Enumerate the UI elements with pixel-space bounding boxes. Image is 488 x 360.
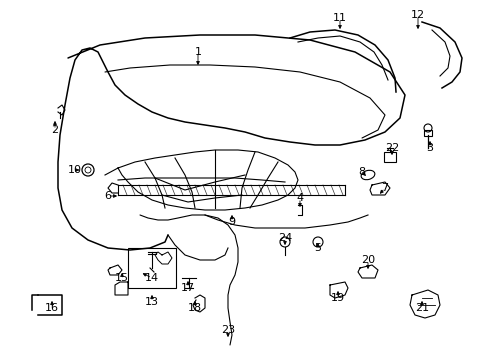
Text: 2: 2	[51, 125, 59, 135]
Text: 4: 4	[296, 193, 303, 203]
Text: 7: 7	[381, 183, 388, 193]
Bar	[128, 248, 176, 288]
Text: 18: 18	[187, 303, 202, 313]
Text: 15: 15	[115, 273, 129, 283]
Text: 13: 13	[145, 297, 159, 307]
Bar	[423, 130, 431, 136]
Text: 24: 24	[277, 233, 291, 243]
Text: 16: 16	[45, 303, 59, 313]
Text: 20: 20	[360, 255, 374, 265]
Text: 14: 14	[144, 273, 159, 283]
Text: 8: 8	[358, 167, 365, 177]
Text: 5: 5	[314, 243, 321, 253]
Text: 11: 11	[332, 13, 346, 23]
Text: 22: 22	[384, 143, 398, 153]
Text: 21: 21	[414, 303, 428, 313]
Text: 23: 23	[221, 325, 235, 335]
Text: 3: 3	[426, 143, 433, 153]
Text: 19: 19	[330, 293, 345, 303]
Text: 17: 17	[181, 283, 195, 293]
Text: 6: 6	[104, 191, 111, 201]
Text: 10: 10	[68, 165, 82, 175]
Text: 12: 12	[410, 10, 424, 20]
Text: 9: 9	[228, 217, 235, 227]
Bar	[383, 152, 395, 162]
Text: 1: 1	[194, 47, 201, 57]
